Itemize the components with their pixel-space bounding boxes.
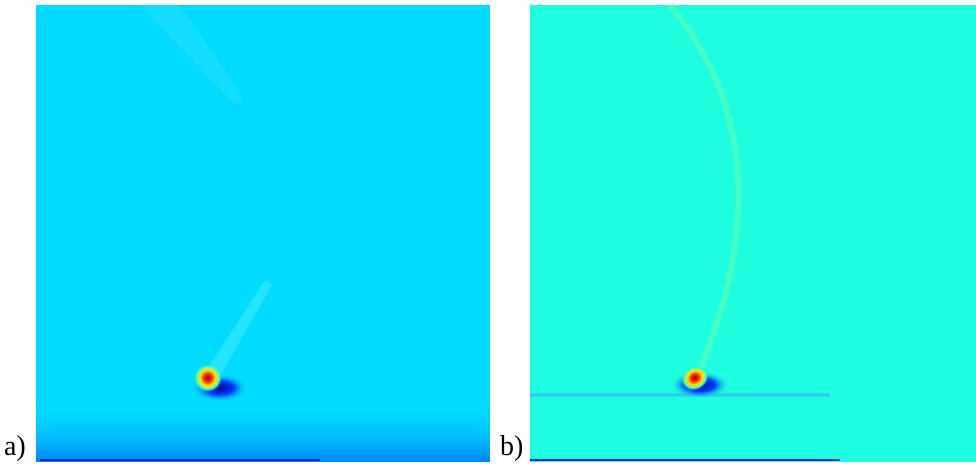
- panel-label: b): [500, 431, 523, 462]
- shading: [36, 400, 490, 462]
- heatmap-background: [530, 5, 976, 462]
- panel-label: a): [4, 431, 26, 462]
- figure: a) b): [0, 0, 976, 469]
- page: a) b) (() => { const data = JSON.parse(d…: [0, 0, 976, 469]
- hot-spot: [194, 364, 222, 392]
- heatmap-background: [36, 5, 490, 462]
- panel-a: a): [4, 5, 490, 462]
- panel-b: b): [500, 5, 976, 462]
